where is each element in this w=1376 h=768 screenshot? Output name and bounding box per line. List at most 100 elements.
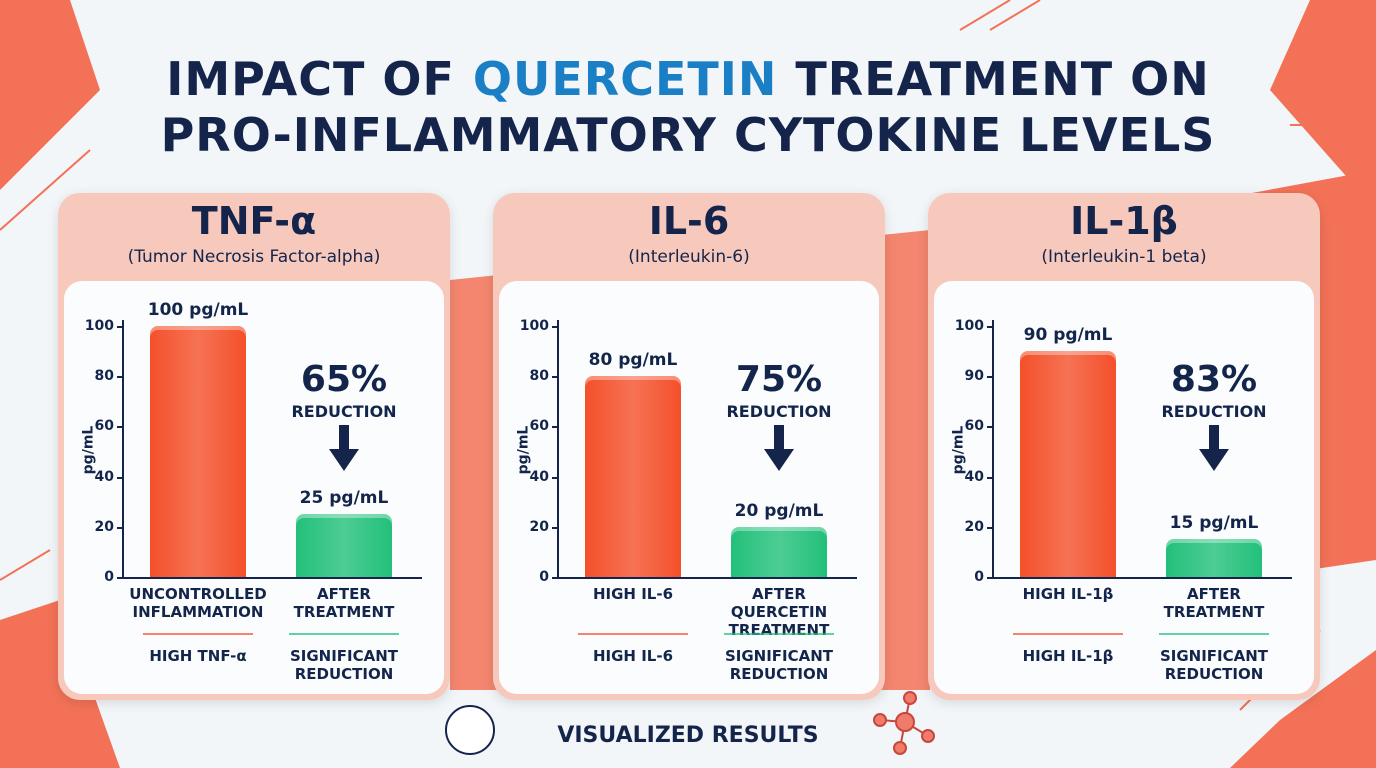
reduction-text: REDUCTION bbox=[291, 402, 397, 421]
y-tick-label: 40 bbox=[964, 468, 984, 485]
y-tick bbox=[552, 526, 557, 529]
y-tick-label: 90 bbox=[964, 368, 984, 385]
y-tick bbox=[987, 376, 992, 379]
y-tick-label: 60 bbox=[529, 418, 549, 435]
decor bbox=[1230, 650, 1376, 768]
arrow-shaft bbox=[339, 425, 349, 451]
decor bbox=[0, 0, 100, 190]
reduction-percent: 65% bbox=[300, 359, 388, 400]
separator bbox=[1013, 633, 1123, 635]
molecule-icon bbox=[873, 691, 935, 755]
footnote: HIGH IL-1β bbox=[1022, 647, 1114, 665]
y-tick-label: 0 bbox=[974, 569, 984, 585]
value-label: 25 pg/mL bbox=[299, 488, 389, 509]
separator bbox=[1159, 633, 1269, 635]
chart-panel bbox=[934, 281, 1314, 694]
chart-title: IL-1β bbox=[1070, 199, 1178, 243]
y-tick-label: 100 bbox=[519, 318, 549, 334]
separator bbox=[143, 633, 253, 635]
category-label: HIGH IL-6 bbox=[592, 585, 674, 603]
chart-subtitle: (Interleukin-1 beta) bbox=[1041, 247, 1207, 267]
x-axis bbox=[557, 577, 857, 579]
separator bbox=[724, 633, 834, 635]
y-tick bbox=[117, 376, 122, 379]
chart-card: TNF-α (Tumor Necrosis Factor-alpha) pg/mL 0… bbox=[58, 193, 450, 700]
y-tick bbox=[987, 476, 992, 479]
value-label: 15 pg/mL bbox=[1169, 513, 1259, 534]
y-axis bbox=[122, 320, 124, 577]
y-tick-label: 60 bbox=[94, 418, 114, 435]
chart-panel bbox=[64, 281, 444, 694]
bar bbox=[1166, 539, 1262, 577]
bar bbox=[150, 326, 246, 577]
chart-title: TNF-α bbox=[191, 199, 317, 243]
y-tick-label: 20 bbox=[964, 518, 984, 535]
y-tick bbox=[987, 426, 992, 429]
arrow-shaft bbox=[774, 425, 784, 451]
y-tick-label: 100 bbox=[84, 318, 114, 334]
y-tick-label: 20 bbox=[529, 518, 549, 535]
y-tick bbox=[987, 577, 992, 579]
footnote: SIGNIFICANT REDUCTION bbox=[1159, 647, 1269, 683]
bar bbox=[731, 526, 827, 577]
title-line-1: IMPACT OF QUERCETIN TREATMENT ON bbox=[0, 52, 1376, 106]
title-line-2: PRO-INFLAMMATORY CYTOKINE LEVELS bbox=[160, 108, 1216, 162]
arrow-head bbox=[764, 449, 794, 471]
y-tick-label: 40 bbox=[529, 468, 549, 485]
y-tick bbox=[552, 326, 557, 328]
y-tick-label: 100 bbox=[954, 318, 984, 334]
reduction-text: REDUCTION bbox=[726, 402, 832, 421]
separator bbox=[289, 633, 399, 635]
y-tick bbox=[552, 376, 557, 379]
footer: VISUALIZED RESULTS bbox=[557, 723, 819, 748]
separator bbox=[578, 633, 688, 635]
chart-card: IL-6 (Interleukin-6) pg/mL 0 20 40 60 80 100 80 p… bbox=[493, 193, 885, 700]
category-label: HIGH IL-1β bbox=[1022, 585, 1114, 603]
footnote: SIGNIFICANT REDUCTION bbox=[289, 647, 399, 683]
y-tick bbox=[552, 577, 557, 579]
y-tick bbox=[987, 526, 992, 529]
y-tick-label: 60 bbox=[964, 418, 984, 435]
bar bbox=[296, 514, 392, 577]
bar bbox=[585, 376, 681, 577]
leaf-icon bbox=[445, 705, 495, 755]
value-label: 90 pg/mL bbox=[1023, 325, 1113, 346]
category-label: AFTER TREATMENT bbox=[293, 585, 395, 621]
value-label: 100 pg/mL bbox=[147, 300, 249, 320]
footnote: HIGH TNF-α bbox=[149, 647, 247, 665]
y-axis bbox=[557, 320, 559, 577]
value-label: 20 pg/mL bbox=[734, 500, 824, 521]
y-tick-label: 80 bbox=[94, 368, 114, 385]
x-axis bbox=[122, 577, 422, 579]
category-label: AFTER TREATMENT bbox=[1163, 585, 1265, 621]
reduction-percent: 83% bbox=[1170, 359, 1258, 400]
y-axis bbox=[992, 320, 994, 577]
y-tick bbox=[987, 326, 992, 328]
chart-subtitle: (Tumor Necrosis Factor-alpha) bbox=[127, 247, 381, 267]
bar bbox=[1020, 351, 1116, 577]
x-axis bbox=[992, 577, 1292, 579]
category-label: UNCONTROLLED INFLAMMATION bbox=[129, 585, 267, 621]
y-tick bbox=[117, 526, 122, 529]
y-tick-label: 40 bbox=[94, 468, 114, 485]
chart-card: IL-1β (Interleukin-1 beta) pg/mL 0 20 40 60 90 1… bbox=[928, 193, 1320, 700]
y-tick bbox=[117, 426, 122, 429]
footnote: SIGNIFICANT REDUCTION bbox=[724, 647, 834, 683]
title-word: QUERCETIN bbox=[472, 52, 778, 106]
reduction-percent: 75% bbox=[735, 359, 823, 400]
y-tick-label: 0 bbox=[104, 569, 114, 585]
y-tick-label: 80 bbox=[529, 368, 549, 385]
y-tick bbox=[117, 577, 122, 579]
arrow-head bbox=[1199, 449, 1229, 471]
chart-panel bbox=[499, 281, 879, 694]
arrow-head bbox=[329, 449, 359, 471]
chart-subtitle: (Interleukin-6) bbox=[628, 247, 750, 267]
decor bbox=[1270, 0, 1376, 210]
y-tick-label: 0 bbox=[539, 569, 549, 585]
y-tick bbox=[552, 476, 557, 479]
reduction-text: REDUCTION bbox=[1161, 402, 1267, 421]
arrow-shaft bbox=[1209, 425, 1219, 451]
y-tick-label: 20 bbox=[94, 518, 114, 535]
title-word: IMPACT OF bbox=[166, 52, 455, 106]
